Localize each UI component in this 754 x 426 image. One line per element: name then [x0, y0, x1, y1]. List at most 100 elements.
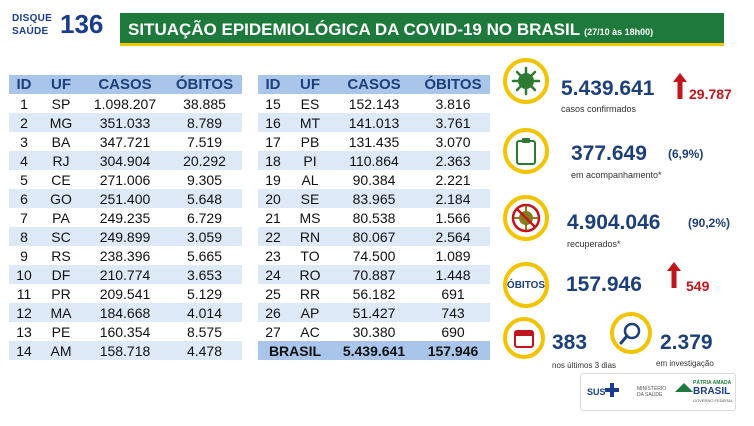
cell-id: 7: [20, 209, 28, 226]
logo-number: 136: [60, 9, 104, 39]
table-row: 5 CE 271.006 9.305: [9, 170, 242, 189]
col-deaths: ÓBITOS: [416, 75, 490, 94]
cell-cases: 30.380: [352, 323, 396, 340]
cell-uf: RS: [51, 247, 71, 264]
cell-uf: RJ: [39, 151, 83, 170]
cell-deaths: 38.885: [183, 95, 226, 112]
confirmed-circle: [503, 58, 549, 104]
col-uf: UF: [288, 75, 332, 94]
table-header: ID UF CASOS ÓBITOS: [9, 75, 242, 94]
cell-id: 23: [265, 247, 281, 264]
logo-line1: DISQUE: [12, 13, 53, 24]
disque-saude-logo: DISQUE SAÚDE 136: [8, 9, 112, 40]
cell-id: 18: [258, 151, 288, 170]
states-table-right: ID UF CASOS ÓBITOS 15 ES 152.143 3.816 16 MT 1…: [258, 75, 490, 360]
investigation-label: em investigação: [656, 359, 714, 368]
cell-deaths: 4.014: [167, 303, 242, 322]
cell-cases: 304.904: [83, 151, 167, 170]
cell-uf: PA: [52, 209, 70, 226]
table-row: 14 AM 158.718 4.478: [9, 341, 242, 360]
col-id: ID: [258, 75, 288, 94]
cell-cases: 249.235: [99, 209, 151, 226]
table-row: 2 MG 351.033 8.789: [9, 113, 242, 132]
patria-label: PÁTRIA AMADA: [693, 380, 732, 386]
cell-deaths: 690: [441, 323, 465, 340]
cell-cases: 56.182: [352, 285, 396, 302]
investigation-circle: [610, 312, 652, 354]
table-row: 25 RR 56.182 691: [258, 284, 490, 303]
col-cases: CASOS: [83, 75, 167, 94]
brasil-label: BRASIL: [693, 386, 731, 397]
cell-cases: 209.541: [99, 285, 151, 302]
cell-id: 5: [20, 171, 28, 188]
cell-uf: AM: [39, 341, 83, 360]
gov-label: GOVERNO FEDERAL: [693, 398, 734, 403]
cell-uf: MA: [39, 303, 83, 322]
cell-deaths: 3.761: [416, 113, 490, 132]
cell-deaths: 2.221: [435, 171, 471, 188]
table-row: 17 PB 131.435 3.070: [258, 132, 490, 151]
cell-deaths: 2.564: [416, 227, 490, 246]
cell-uf: SC: [39, 227, 83, 246]
monitoring-pct: (6,9%): [668, 147, 704, 161]
cell-id: 12: [9, 303, 39, 322]
cell-cases: 80.067: [332, 227, 416, 246]
table-row: 20 SE 83.965 2.184: [258, 189, 490, 208]
cell-id: 1: [20, 95, 28, 112]
cell-deaths: 1.566: [435, 209, 471, 226]
cell-uf: RR: [299, 285, 321, 302]
cell-deaths: 743: [416, 303, 490, 322]
table-row: 19 AL 90.384 2.221: [258, 170, 490, 189]
cell-cases: 90.384: [352, 171, 396, 188]
cell-id: 4: [9, 151, 39, 170]
table-row: 10 DF 210.774 3.653: [9, 265, 242, 284]
sus-cross-icon: [605, 383, 619, 397]
cell-deaths: 5.665: [186, 247, 223, 264]
magnifier-icon: [619, 322, 641, 345]
table-row: 27 AC 30.380 690: [258, 322, 490, 341]
recent-circle: [503, 317, 545, 359]
table-row: 1 SP 1.098.207 38.885: [9, 94, 242, 113]
recovered-circle: [503, 195, 549, 241]
cell-cases: 210.774: [83, 265, 167, 284]
monitoring-circle: [503, 128, 549, 174]
cell-deaths: 9.305: [186, 171, 223, 188]
cell-uf: MT: [288, 113, 332, 132]
cell-deaths: 8.575: [186, 323, 223, 340]
cell-uf: TO: [300, 247, 320, 264]
government-logos: SUS MINISTÉRIO DA SAÚDE PÁTRIA AMADA BRA…: [580, 373, 736, 411]
recovered-label: recuperados*: [567, 239, 621, 249]
cell-id: 15: [265, 95, 281, 112]
page-title: SITUAÇÃO EPIDEMIOLÓGICA DA COVID-19 NO B…: [128, 20, 653, 40]
brasil-flag-icon: [675, 383, 693, 392]
table-row: 7 PA 249.235 6.729: [9, 208, 242, 227]
total-deaths: 157.946: [416, 341, 490, 360]
cell-cases: 238.396: [99, 247, 151, 264]
cell-id: 25: [265, 285, 281, 302]
arrow-up-icon: [673, 73, 687, 99]
cell-id: 13: [16, 323, 32, 340]
table-row: 16 MT 141.013 3.761: [258, 113, 490, 132]
table-row: 9 RS 238.396 5.665: [9, 246, 242, 265]
cell-cases: 70.887: [332, 265, 416, 284]
deaths-value: 157.946: [566, 273, 642, 296]
cell-cases: 131.435: [348, 133, 400, 150]
cell-id: 9: [20, 247, 28, 264]
states-table-left: ID UF CASOS ÓBITOS 1 SP 1.098.207 38.885 2 MG…: [9, 75, 242, 360]
table-row: 4 RJ 304.904 20.292: [9, 151, 242, 170]
cell-deaths: 6.729: [186, 209, 223, 226]
deaths-circle: ÓBITOS: [503, 262, 549, 308]
cell-deaths: 3.070: [435, 133, 471, 150]
monitoring-label: em acompanhamento*: [571, 170, 662, 180]
cell-id: 6: [9, 189, 39, 208]
cell-deaths: 1.089: [435, 247, 471, 264]
sus-logo: SUS: [587, 387, 606, 397]
cell-id: 11: [16, 285, 32, 302]
cell-uf: PB: [300, 133, 320, 150]
cell-id: 14: [9, 341, 39, 360]
cell-cases: 351.033: [83, 113, 167, 132]
table-row: 3 BA 347.721 7.519: [9, 132, 242, 151]
total-cases: 5.439.641: [332, 341, 416, 360]
recent-value: 383: [552, 331, 588, 354]
cell-cases: 158.718: [83, 341, 167, 360]
